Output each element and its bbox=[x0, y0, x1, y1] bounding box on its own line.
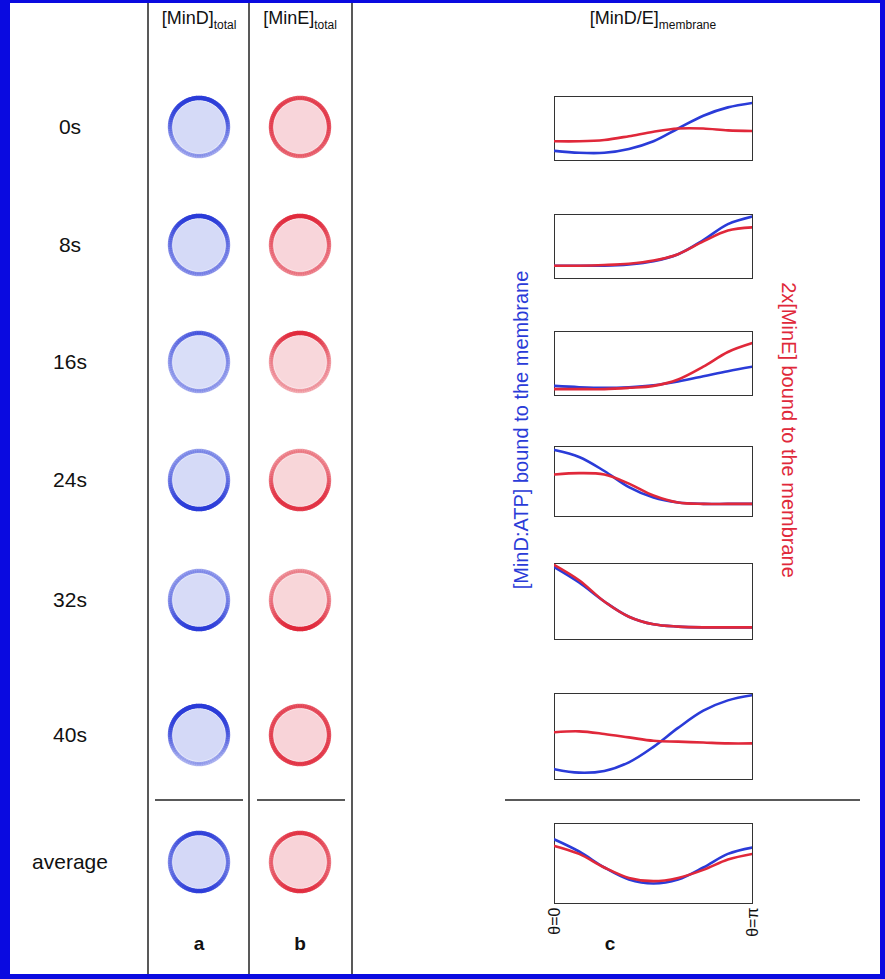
svg-text:0s: 0s bbox=[59, 115, 81, 138]
svg-text:32s: 32s bbox=[53, 588, 87, 611]
svg-text:[MinE]total: [MinE]total bbox=[263, 8, 337, 32]
svg-text:24s: 24s bbox=[53, 468, 87, 491]
svg-text:[MinD]total: [MinD]total bbox=[162, 8, 237, 32]
svg-text:40s: 40s bbox=[53, 723, 87, 746]
svg-text:16s: 16s bbox=[53, 350, 87, 373]
svg-text:θ=0: θ=0 bbox=[546, 907, 563, 934]
svg-text:θ=π: θ=π bbox=[744, 908, 761, 937]
svg-text:2x[MinE] bound to the membrane: 2x[MinE] bound to the membrane bbox=[778, 282, 800, 578]
svg-text:a: a bbox=[194, 933, 205, 954]
svg-text:b: b bbox=[294, 933, 306, 954]
svg-text:[MinD:ATP] bound to the membra: [MinD:ATP] bound to the membrane bbox=[510, 271, 532, 590]
svg-text:[MinD/E]membrane: [MinD/E]membrane bbox=[590, 8, 717, 32]
svg-text:c: c bbox=[605, 933, 616, 954]
svg-text:average: average bbox=[32, 850, 108, 873]
svg-text:8s: 8s bbox=[59, 233, 81, 256]
